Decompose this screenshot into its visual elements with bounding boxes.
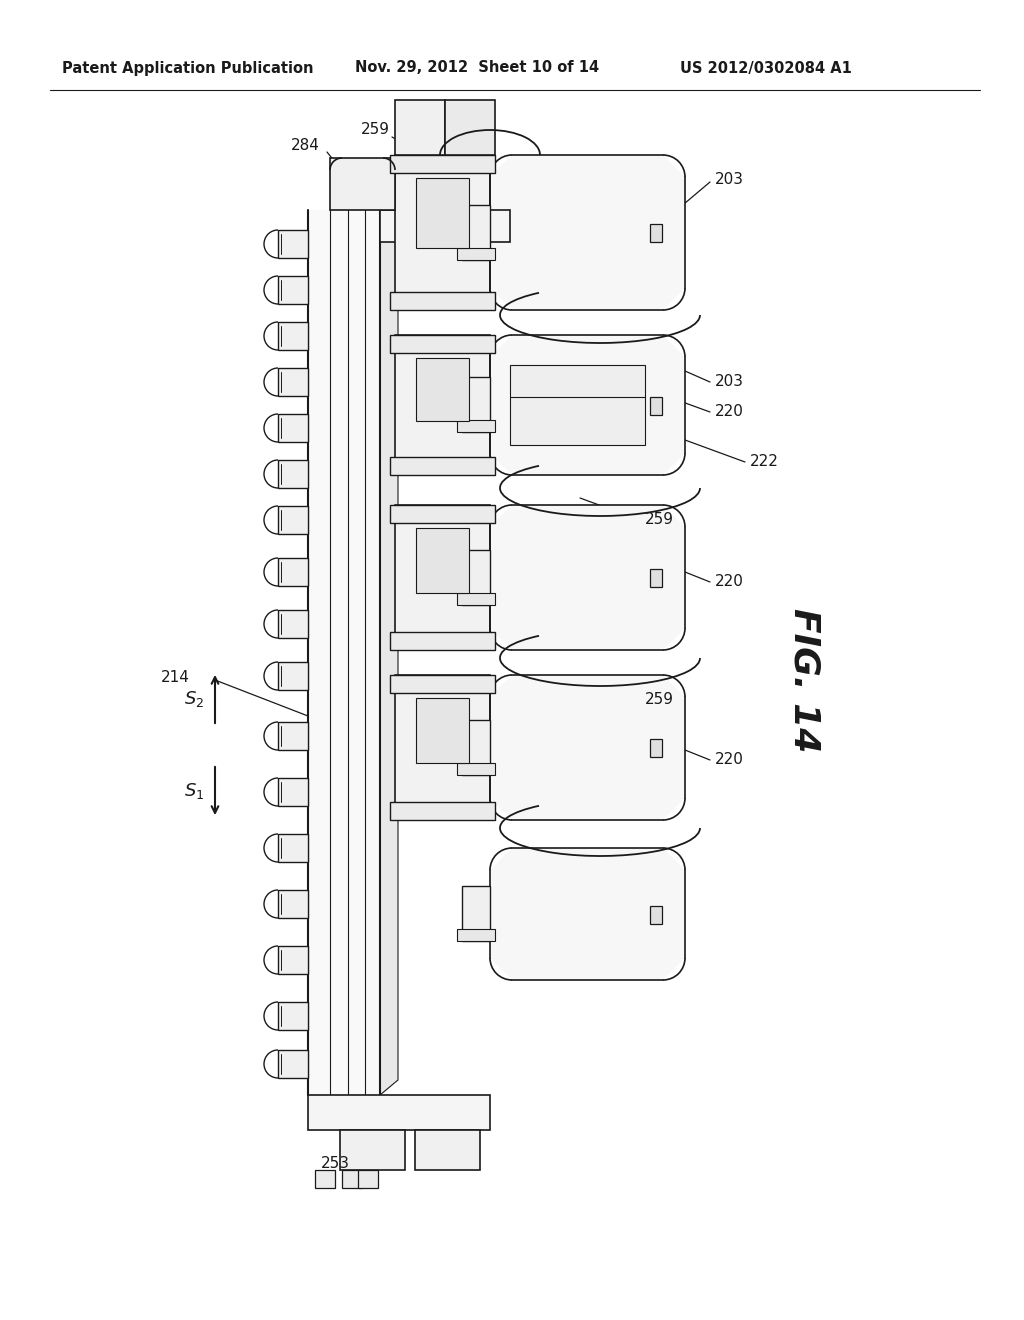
Text: 203: 203 [715, 173, 744, 187]
Polygon shape [490, 847, 685, 979]
Polygon shape [462, 719, 490, 775]
Bar [417, 698, 469, 763]
Text: 259: 259 [360, 123, 389, 137]
Polygon shape [490, 154, 685, 310]
Text: 284: 284 [291, 137, 319, 153]
Bar [417, 528, 469, 593]
Polygon shape [395, 154, 490, 310]
Polygon shape [315, 1170, 335, 1188]
Polygon shape [330, 158, 395, 210]
Polygon shape [278, 663, 308, 690]
Polygon shape [278, 459, 308, 488]
Bar [417, 178, 469, 248]
Polygon shape [490, 335, 685, 475]
Polygon shape [308, 210, 388, 1096]
Polygon shape [278, 1049, 308, 1078]
Polygon shape [390, 292, 495, 310]
Polygon shape [490, 506, 685, 649]
Polygon shape [278, 834, 308, 862]
Polygon shape [390, 335, 495, 352]
Polygon shape [278, 610, 308, 638]
Text: 259: 259 [445, 119, 474, 133]
Polygon shape [445, 100, 495, 154]
Polygon shape [308, 1096, 490, 1130]
Polygon shape [278, 946, 308, 974]
Polygon shape [340, 1130, 406, 1170]
Polygon shape [457, 593, 495, 605]
Polygon shape [278, 890, 308, 917]
Polygon shape [380, 195, 398, 1096]
Text: $S_1$: $S_1$ [183, 781, 204, 801]
Bar [417, 358, 469, 421]
Polygon shape [278, 276, 308, 304]
Polygon shape [380, 210, 510, 242]
Bar [650, 224, 662, 242]
Polygon shape [457, 248, 495, 260]
Text: 259: 259 [645, 512, 674, 528]
Polygon shape [278, 322, 308, 350]
Text: Patent Application Publication: Patent Application Publication [62, 61, 313, 75]
Polygon shape [342, 1170, 362, 1188]
Polygon shape [390, 803, 495, 820]
Polygon shape [462, 886, 490, 941]
Polygon shape [390, 154, 495, 173]
Polygon shape [390, 457, 495, 475]
Polygon shape [390, 675, 495, 693]
Bar [650, 739, 662, 756]
Text: 259: 259 [645, 693, 674, 708]
Polygon shape [395, 100, 445, 154]
Text: 214: 214 [161, 671, 189, 685]
Polygon shape [462, 550, 490, 605]
Polygon shape [490, 675, 685, 820]
Bar [650, 906, 662, 924]
Text: Nov. 29, 2012  Sheet 10 of 14: Nov. 29, 2012 Sheet 10 of 14 [355, 61, 599, 75]
Polygon shape [358, 1170, 378, 1188]
Polygon shape [457, 929, 495, 941]
Polygon shape [457, 763, 495, 775]
Polygon shape [278, 1002, 308, 1030]
Polygon shape [278, 368, 308, 396]
Polygon shape [395, 675, 490, 820]
Text: 253: 253 [321, 1155, 349, 1171]
Polygon shape [395, 506, 490, 649]
Text: $S_2$: $S_2$ [184, 689, 204, 709]
Polygon shape [457, 420, 495, 432]
Polygon shape [395, 335, 490, 475]
Text: 220: 220 [715, 574, 743, 590]
Polygon shape [278, 230, 308, 257]
Text: 203: 203 [715, 375, 744, 389]
Polygon shape [510, 366, 645, 445]
Polygon shape [278, 506, 308, 535]
Polygon shape [415, 1130, 480, 1170]
Polygon shape [278, 558, 308, 586]
Bar [650, 569, 662, 587]
Text: FIG. 14: FIG. 14 [788, 607, 822, 752]
Polygon shape [278, 722, 308, 750]
Polygon shape [390, 632, 495, 649]
Text: 220: 220 [715, 404, 743, 420]
Text: 220: 220 [715, 752, 743, 767]
Polygon shape [390, 506, 495, 523]
Text: 222: 222 [750, 454, 779, 470]
Polygon shape [278, 777, 308, 807]
Polygon shape [462, 378, 490, 432]
Polygon shape [278, 414, 308, 442]
Text: US 2012/0302084 A1: US 2012/0302084 A1 [680, 61, 852, 75]
Bar [650, 397, 662, 414]
Polygon shape [462, 205, 490, 260]
